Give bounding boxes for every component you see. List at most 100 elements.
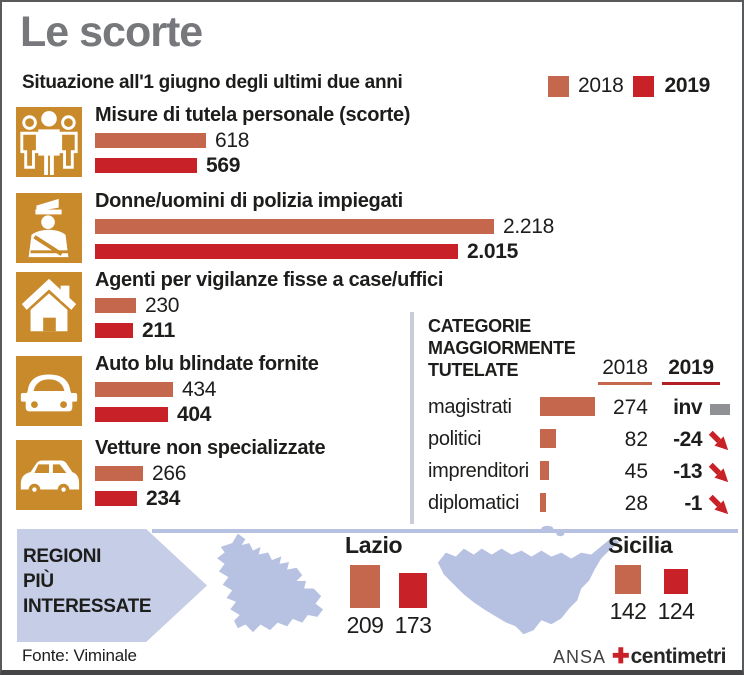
category-bar-2018 (540, 461, 549, 480)
category-label: diplomatici (428, 492, 520, 514)
measure-label: Vetture non specializzate (95, 437, 326, 459)
region-value-2019: 173 (394, 612, 432, 638)
region-column-2019: 173 (393, 573, 433, 639)
category-delta-2019: -1 (684, 492, 702, 515)
category-value-2018: 28 (624, 492, 648, 515)
value-2019: 211 (142, 318, 175, 342)
measure-label: Agenti per vigilanze fisse a case/uffici (95, 269, 444, 291)
regions-divider-line (152, 529, 738, 533)
measure-row: Vetture non specializzate 266 234 (16, 437, 326, 510)
category-label: imprenditori (428, 460, 529, 482)
categories-panel: CATEGORIE MAGGIORMENTE TUTELATE 2018 201… (410, 312, 742, 524)
value-2018: 618 (215, 128, 250, 152)
regions-title-line: PIÙ (23, 571, 54, 592)
value-2019: 2.015 (467, 239, 519, 263)
category-row: magistrati 274 inv (428, 396, 742, 419)
categories-title-line: TUTELATE (428, 360, 519, 380)
column-underline-2018 (598, 382, 652, 385)
region-value-2019: 124 (657, 598, 695, 624)
page-title: Le scorte (20, 8, 203, 56)
region-value-2018: 142 (609, 598, 647, 624)
region-bar-2018 (615, 565, 641, 594)
measure-label: Auto blu blindate fornite (95, 353, 319, 375)
category-row: politici 82 -24 (428, 428, 742, 452)
value-2019: 234 (146, 486, 181, 510)
bar-2018 (95, 133, 206, 148)
police-officer-icon (16, 193, 82, 263)
category-row: diplomatici 28 -1 (428, 492, 742, 516)
region-name: Lazio (345, 532, 403, 558)
sicilia-map (428, 522, 622, 642)
bar-2018 (95, 298, 136, 313)
column-underline-2019 (662, 382, 720, 385)
legend-swatch-2019 (632, 75, 654, 97)
bar-2019 (95, 323, 133, 338)
region-bar-2019 (399, 573, 427, 608)
trend-down-arrow-icon (708, 430, 730, 452)
measure-row: Misure di tutela personale (scorte) 618 … (16, 105, 410, 177)
category-value-2018: 45 (624, 460, 648, 483)
car-side-icon (16, 440, 82, 510)
ansa-centimetri-logo: ANSA ✚ centimetri (552, 644, 727, 669)
bar-2018 (95, 219, 494, 234)
bar-2018 (95, 466, 143, 481)
legend-label-2019: 2019 (664, 74, 711, 97)
region-column-2018: 209 (345, 565, 385, 639)
trend-down-arrow-icon (708, 494, 730, 516)
category-delta-2019: -13 (673, 460, 702, 483)
bar-2019 (95, 244, 458, 259)
category-value-2018: 82 (624, 428, 648, 451)
categories-title: CATEGORIE MAGGIORMENTE TUTELATE (428, 312, 742, 381)
category-value-2018: 274 (612, 396, 648, 419)
value-2018: 266 (152, 461, 187, 485)
category-row: imprenditori 45 -13 (428, 460, 742, 484)
legend-label-2018: 2018 (578, 74, 624, 97)
centimetri-wordmark: centimetri (630, 645, 727, 668)
column-header-2018: 2018 (602, 356, 648, 379)
region-column-2019: 124 (656, 569, 696, 625)
regions-title: REGIONI PIÙ INTERESSATE (17, 529, 207, 619)
trend-down-arrow-icon (708, 462, 730, 484)
measure-row: Donne/uomini di polizia impiegati 2.218 … (16, 191, 554, 263)
value-2019: 569 (206, 153, 241, 177)
trend-flat-icon (710, 404, 730, 415)
categories-title-line: MAGGIORMENTE (428, 338, 576, 358)
lazio-map (200, 528, 342, 650)
category-bar-2018 (540, 397, 595, 416)
legend: 2018 2019 (548, 74, 710, 98)
people-group-icon (16, 107, 82, 177)
bar-2018 (95, 382, 173, 397)
centimetri-cross-icon: ✚ (612, 645, 630, 668)
categories-title-line: CATEGORIE (428, 316, 531, 336)
value-2019: 404 (177, 402, 212, 426)
region-sicilia: Sicilia 142 124 (608, 532, 696, 625)
value-2018: 434 (182, 377, 217, 401)
source-note: Fonte: Viminale (22, 646, 137, 665)
house-icon (16, 272, 82, 342)
category-label: magistrati (428, 396, 512, 418)
measure-row: Agenti per vigilanze fisse a case/uffici… (16, 270, 443, 342)
category-delta-2019: inv (673, 396, 702, 419)
bar-2019 (95, 491, 137, 506)
regions-title-arrow: REGIONI PIÙ INTERESSATE (17, 529, 207, 642)
region-lazio: Lazio 209 173 (345, 532, 433, 639)
regions-title-line: INTERESSATE (23, 596, 152, 617)
measure-label: Donne/uomini di polizia impiegati (95, 190, 403, 212)
region-bar-2019 (664, 569, 688, 594)
region-column-2018: 142 (608, 565, 648, 625)
measure-row: Auto blu blindate fornite 434 404 (16, 354, 319, 426)
ansa-wordmark: ANSA (552, 647, 607, 667)
value-2018: 230 (145, 293, 180, 317)
bar-2019 (95, 407, 168, 422)
region-bar-2018 (350, 565, 380, 608)
region-value-2018: 209 (346, 612, 384, 638)
legend-swatch-2018 (548, 75, 569, 97)
category-label: politici (428, 428, 482, 450)
region-name: Sicilia (608, 532, 673, 558)
chart-subtitle: Situazione all'1 giugno degli ultimi due… (22, 72, 403, 93)
value-2018: 2.218 (503, 214, 555, 238)
regions-title-line: REGIONI (23, 546, 102, 567)
bar-2019 (95, 158, 197, 173)
measure-label: Misure di tutela personale (scorte) (95, 104, 411, 126)
